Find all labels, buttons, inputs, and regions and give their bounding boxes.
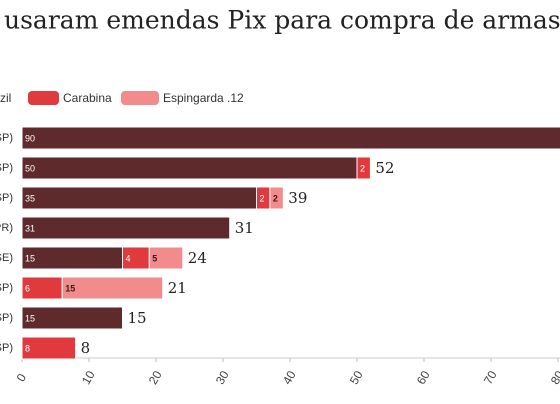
bar-segment <box>21 156 358 180</box>
bar-segment <box>269 186 284 210</box>
value-label: 15 <box>25 313 35 323</box>
legend-swatch <box>121 91 159 105</box>
bar-segment <box>21 126 560 150</box>
value-label: 5 <box>152 253 157 263</box>
legend-label: Carabina <box>63 91 112 105</box>
value-label: 2 <box>360 163 365 173</box>
value-label: 6 <box>25 283 30 293</box>
bar-segment <box>21 216 231 240</box>
total-label: 21 <box>168 279 187 297</box>
category-label: SP) <box>0 132 13 144</box>
category-label: SP) <box>0 162 13 174</box>
x-tick-label: 20 <box>146 368 165 387</box>
value-label: 35 <box>25 193 35 203</box>
category-label: SP) <box>0 282 13 294</box>
bar-segment <box>61 276 164 300</box>
bar-segment <box>21 336 77 360</box>
x-tick-label: 70 <box>481 368 500 387</box>
category-label: PR) <box>0 222 13 234</box>
bar-segment <box>21 246 123 270</box>
value-label: 2 <box>273 193 278 203</box>
category-label: SE) <box>0 252 13 264</box>
value-label: 15 <box>65 283 75 293</box>
total-label: 8 <box>81 339 91 357</box>
category-label: SP) <box>0 192 13 204</box>
value-label: 8 <box>25 343 30 353</box>
total-label: 31 <box>235 219 254 237</box>
x-tick-label: 80 <box>548 368 560 387</box>
x-tick-label: 50 <box>347 368 366 387</box>
bar-segment <box>21 186 257 210</box>
total-label: 52 <box>375 159 394 177</box>
chart-title: usaram emendas Pix para compra de armas <box>4 6 560 35</box>
value-label: 90 <box>25 133 35 143</box>
legend-swatch <box>28 91 59 105</box>
value-label: 2 <box>260 193 265 203</box>
total-label: 15 <box>128 309 147 327</box>
legend-label: Espingarda .12 <box>163 91 244 105</box>
value-label: 4 <box>126 253 131 263</box>
bar-segment <box>356 156 371 180</box>
total-label: 24 <box>188 249 207 267</box>
category-label: SP) <box>0 312 13 324</box>
x-tick-label: 60 <box>414 368 433 387</box>
total-label: 39 <box>288 189 307 207</box>
x-tick-label: 40 <box>280 368 299 387</box>
value-label: 31 <box>25 223 35 233</box>
category-label: SP) <box>0 342 13 354</box>
bar-segment <box>148 246 184 270</box>
x-tick-label: 30 <box>213 368 232 387</box>
x-tick-label: 10 <box>79 368 98 387</box>
x-tick-label: 0 <box>14 371 30 384</box>
bar-segment <box>21 306 123 330</box>
value-label: 15 <box>25 253 35 263</box>
value-label: 50 <box>25 163 35 173</box>
legend-label: zil <box>0 91 11 105</box>
